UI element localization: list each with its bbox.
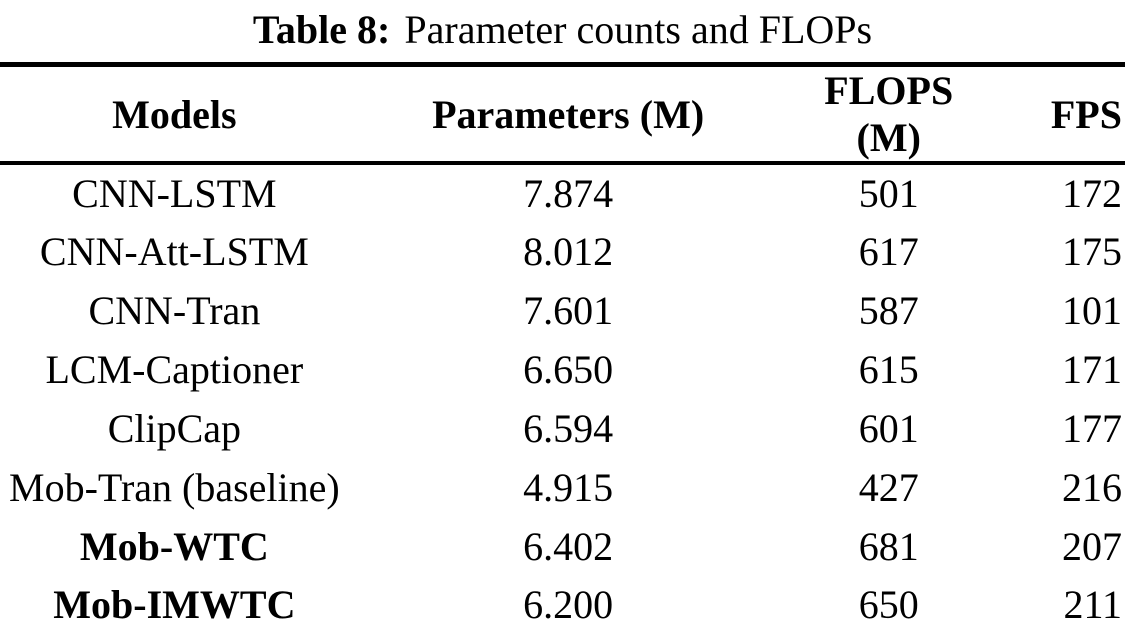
cell-parameters: 4.915 (523, 465, 614, 510)
cell-fps: 216 (1062, 465, 1122, 510)
table-row: ClipCap 6.594 601 177 (0, 399, 1125, 458)
cell-flops: 587 (858, 288, 919, 333)
cell-model: Mob-IMWTC (53, 581, 296, 622)
cell-parameters: 6.200 (523, 581, 614, 622)
cell-flops: 601 (858, 406, 919, 451)
cell-parameters: 8.012 (523, 229, 614, 274)
col-header-fps: FPS (1050, 91, 1122, 137)
caption-label: Table 8: (252, 7, 391, 52)
cell-fps: 175 (1062, 229, 1122, 274)
table-body: CNN-LSTM 7.874 501 172 CNN-Att-LSTM 8.01… (0, 163, 1125, 622)
cell-parameters: 7.601 (523, 288, 614, 333)
cell-fps: 172 (1062, 171, 1122, 216)
cell-model: CNN-LSTM (72, 171, 277, 216)
cell-flops: 617 (858, 229, 919, 274)
table-caption: Table 8: Parameter counts and FLOPs (0, 0, 1125, 62)
header-row: Models Parameters (M) FLOPS (M) FPS (0, 65, 1125, 163)
cell-flops: 427 (858, 465, 919, 510)
col-header-flops: FLOPS (M) (824, 68, 954, 160)
col-header-parameters: Parameters (M) (432, 91, 705, 137)
cell-parameters: 6.650 (523, 347, 614, 392)
table-row: Mob-IMWTC 6.200 650 211 (0, 576, 1125, 622)
cell-model: Mob-Tran (baseline) (9, 465, 340, 510)
cell-parameters: 6.594 (523, 406, 614, 451)
col-header-models: Models (112, 91, 237, 137)
table-row: CNN-LSTM 7.874 501 172 (0, 163, 1125, 222)
cell-model: ClipCap (107, 406, 242, 451)
cell-model: CNN-Tran (88, 288, 261, 333)
table-row: Mob-Tran (baseline) 4.915 427 216 (0, 458, 1125, 517)
cell-fps: 101 (1062, 288, 1122, 333)
cell-flops: 650 (858, 581, 919, 622)
cell-fps: 177 (1062, 406, 1122, 451)
cell-model: Mob-WTC (79, 524, 269, 569)
table-row: CNN-Tran 7.601 587 101 (0, 281, 1125, 340)
table-row: Mob-WTC 6.402 681 207 (0, 517, 1125, 576)
caption-title: Parameter counts and FLOPs (404, 7, 873, 52)
cell-model: CNN-Att-LSTM (39, 229, 309, 274)
table-header: Models Parameters (M) FLOPS (M) FPS (0, 65, 1125, 163)
cell-model: LCM-Captioner (45, 347, 304, 392)
table-row: CNN-Att-LSTM 8.012 617 175 (0, 222, 1125, 281)
cell-flops: 501 (858, 171, 919, 216)
cell-flops: 681 (858, 524, 919, 569)
cell-parameters: 7.874 (523, 171, 614, 216)
cell-flops: 615 (858, 347, 919, 392)
cell-fps: 207 (1062, 524, 1122, 569)
cell-parameters: 6.402 (523, 524, 614, 569)
cell-fps: 171 (1062, 347, 1122, 392)
table-row: LCM-Captioner 6.650 615 171 (0, 340, 1125, 399)
cell-fps: 211 (1063, 581, 1122, 622)
results-table: Models Parameters (M) FLOPS (M) FPS CNN-… (0, 62, 1125, 622)
